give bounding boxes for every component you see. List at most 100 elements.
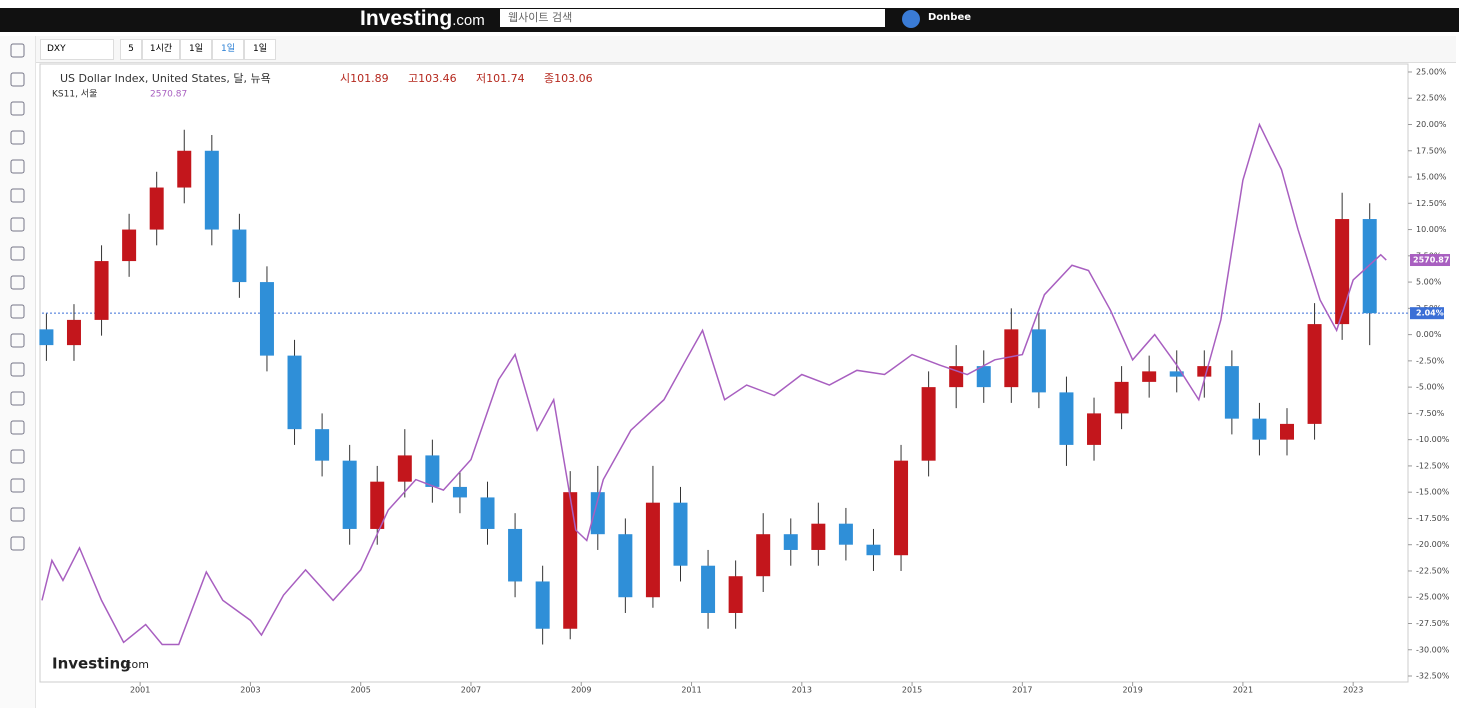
tool-icon[interactable] [10, 246, 25, 261]
candle-body [370, 481, 385, 529]
x-tick-label: 2007 [461, 686, 481, 695]
x-tick-label: 2001 [130, 686, 150, 695]
tool-icon[interactable] [10, 536, 25, 551]
candle-body [452, 486, 467, 498]
tool-icon[interactable] [10, 72, 25, 87]
tool-icon[interactable] [10, 507, 25, 522]
candle-body [645, 502, 660, 598]
comparison-line [41, 122, 1387, 646]
y-tick-label: -27.50% [1416, 619, 1450, 628]
y-tick-label: -5.00% [1416, 383, 1445, 392]
candle-body [783, 534, 798, 550]
candle-body [976, 366, 991, 388]
candle-body [315, 429, 330, 461]
symbol-input[interactable]: DXY [40, 39, 114, 60]
y-tick-label: -30.00% [1416, 645, 1450, 654]
candle-body [480, 497, 495, 529]
candle-body [259, 282, 274, 356]
candle-body [149, 187, 164, 230]
drawing-tools [0, 36, 36, 708]
candle-body [204, 150, 219, 230]
y-tick-label: 5.00% [1416, 278, 1442, 287]
candle-body [728, 576, 743, 613]
candle-body [94, 261, 109, 320]
tool-icon[interactable] [10, 275, 25, 290]
interval-button[interactable]: 1시간 [142, 39, 180, 60]
y-tick-label: -10.00% [1416, 435, 1450, 444]
y-tick-label: 20.00% [1416, 120, 1447, 129]
y-tick-label: 10.00% [1416, 225, 1447, 234]
tool-icon[interactable] [10, 43, 25, 58]
tool-icon[interactable] [10, 188, 25, 203]
x-tick-label: 2013 [792, 686, 812, 695]
candle-body [287, 355, 302, 430]
tool-icon[interactable] [10, 449, 25, 464]
tool-icon[interactable] [10, 391, 25, 406]
ohlc-value: 종103.06 [544, 72, 593, 85]
y-tick-label: -15.00% [1416, 488, 1450, 497]
candle-body [1004, 329, 1019, 388]
user-name[interactable]: Donbee [928, 12, 972, 23]
tool-icon[interactable] [10, 333, 25, 348]
candle-body [39, 329, 54, 346]
tool-icon[interactable] [10, 159, 25, 174]
x-tick-label: 2015 [902, 686, 922, 695]
avatar[interactable] [902, 10, 920, 28]
y-tick-label: 0.00% [1416, 330, 1442, 339]
candle-body [1142, 371, 1157, 382]
interval-button[interactable]: 1일 [212, 39, 244, 60]
ohlc-value: 시101.89 [340, 72, 389, 85]
x-tick-label: 2005 [351, 686, 371, 695]
tool-icon[interactable] [10, 304, 25, 319]
interval-button[interactable]: 5 [120, 39, 142, 60]
candle-body [425, 455, 440, 487]
y-tick-label: -7.50% [1416, 409, 1445, 418]
candle-body [1252, 418, 1267, 440]
candle-body [1087, 413, 1102, 445]
tool-icon[interactable] [10, 101, 25, 116]
candle-body [397, 455, 412, 482]
candle-body [1362, 219, 1377, 314]
candle-body [122, 229, 137, 262]
y-tick-label: -22.50% [1416, 566, 1450, 575]
y-tick-label: 17.50% [1416, 146, 1447, 155]
y-tick-label: 12.50% [1416, 199, 1447, 208]
candle-body [811, 523, 826, 550]
x-tick-label: 2011 [681, 686, 701, 695]
logo-suffix: .com [452, 12, 485, 29]
y-tick-label: -12.50% [1416, 461, 1450, 470]
legend-entry: KS11, 서울 [52, 89, 97, 100]
tool-icon[interactable] [10, 420, 25, 435]
candle-body [342, 460, 357, 529]
interval-button[interactable]: 1일 [180, 39, 212, 60]
y-tick-label: -25.00% [1416, 593, 1450, 602]
toolbar: DXY 5 1시간 1일 1일 1일 [36, 36, 1456, 63]
search-box[interactable]: 웹사이트 검색 [500, 9, 885, 27]
last-value-box [1410, 307, 1444, 320]
watermark: Investing [52, 655, 131, 673]
series-last-box [1410, 254, 1450, 267]
candle-body [756, 534, 771, 577]
ohlc-value: 저101.74 [476, 72, 525, 85]
candle-body [1197, 366, 1212, 377]
y-tick-label: 15.00% [1416, 173, 1447, 182]
candle-body [1224, 366, 1239, 419]
candle-body [866, 544, 881, 556]
candle-body [177, 150, 192, 188]
logo[interactable]: Investing.com [360, 8, 485, 32]
tool-icon[interactable] [10, 217, 25, 232]
candle-body [1169, 371, 1184, 377]
tool-icon[interactable] [10, 362, 25, 377]
tool-icon[interactable] [10, 130, 25, 145]
candle-body [701, 565, 716, 613]
legend-value: 2570.87 [150, 90, 187, 100]
candle-body [1059, 392, 1074, 445]
candle-body [535, 581, 550, 629]
logo-text: Investing [360, 7, 453, 30]
candle-body [232, 229, 247, 283]
tool-icon[interactable] [10, 478, 25, 493]
top-nav: Investing.com 웹사이트 검색 Donbee [0, 8, 1459, 32]
interval-button[interactable]: 1일 [244, 39, 276, 60]
candle-body [508, 528, 523, 582]
